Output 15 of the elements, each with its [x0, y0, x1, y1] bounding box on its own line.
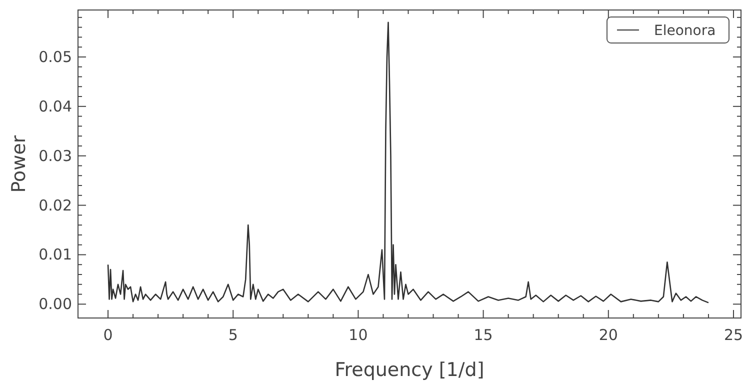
- x-tick-label: 0: [103, 326, 113, 344]
- y-tick-label: 0.04: [38, 97, 72, 116]
- x-tick-label: 25: [724, 326, 744, 344]
- y-tick-label: 0.03: [38, 146, 72, 165]
- legend-label: Eleonora: [654, 23, 716, 39]
- x-tick-label: 5: [228, 326, 238, 344]
- x-axis-title: Frequency [1/d]: [334, 359, 484, 381]
- x-tick-label: 20: [598, 326, 618, 344]
- y-tick-label: 0.02: [38, 196, 72, 214]
- y-tick-label: 0.00: [38, 295, 72, 314]
- y-tick-label: 0.01: [38, 246, 72, 264]
- y-tick-label: 0.05: [38, 48, 72, 66]
- x-tick-label: 10: [348, 326, 368, 344]
- x-tick-label: 15: [474, 326, 493, 344]
- y-axis-title: Power: [8, 135, 30, 193]
